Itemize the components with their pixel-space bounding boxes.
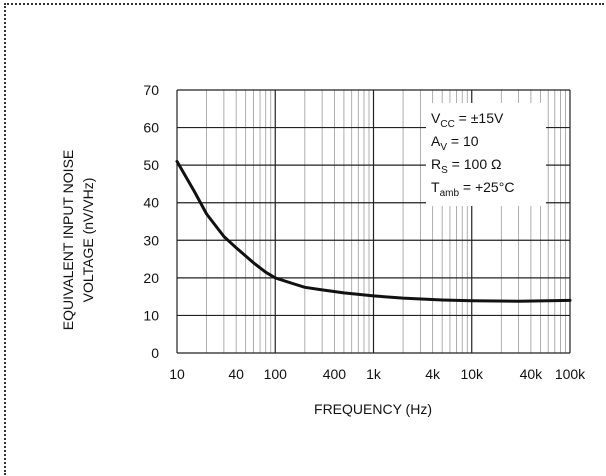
y-tick-label: 30	[143, 232, 159, 248]
y-tick-label: 0	[151, 345, 159, 361]
annotation-line: VCC = ±15V	[431, 110, 504, 130]
y-tick-label: 40	[143, 195, 159, 211]
x-tick-label: 10	[169, 366, 185, 382]
dotted-frame-left	[4, 3, 6, 475]
x-axis-label: FREQUENCY (Hz)	[314, 401, 432, 417]
dotted-frame-top	[4, 3, 604, 5]
x-tick-label: 4k	[425, 366, 441, 382]
y-tick-label: 70	[143, 82, 159, 98]
y-axis-label-line-2: VOLTAGE (nV/VHz)	[80, 178, 96, 303]
x-tick-label: 10k	[460, 366, 484, 382]
y-axis-label: EQUIVALENT INPUT NOISE VOLTAGE (nV/VHz)	[60, 150, 96, 331]
y-axis-label-line-1: EQUIVALENT INPUT NOISE	[60, 150, 76, 331]
series-layer	[175, 159, 572, 303]
annotation-line: Tamb = +25°C	[431, 179, 514, 199]
x-tick-label: 40k	[520, 366, 544, 382]
y-tick-label: 50	[143, 157, 159, 173]
y-tick-label: 10	[143, 307, 159, 323]
x-tick-label: 100k	[555, 366, 586, 382]
x-tick-label: 1k	[366, 366, 382, 382]
x-tick-label: 400	[323, 366, 347, 382]
annotation-line: AV = 10	[431, 133, 479, 153]
tick-labels: 10 40 100 400 1k 4k 10k 40k 100k 0 10 20 30 40 50 60 70	[143, 82, 586, 382]
x-tick-label: 40	[228, 366, 244, 382]
annotation-line: RS = 100 Ω	[431, 156, 501, 176]
y-tick-label: 60	[143, 120, 159, 136]
noise-curve	[175, 159, 572, 303]
annotation-background	[426, 103, 546, 206]
conditions-annotation: VCC = ±15V AV = 10 RS = 100 Ω Tamb = +25°C	[426, 103, 546, 206]
y-tick-label: 20	[143, 270, 159, 286]
x-tick-label: 100	[264, 366, 288, 382]
